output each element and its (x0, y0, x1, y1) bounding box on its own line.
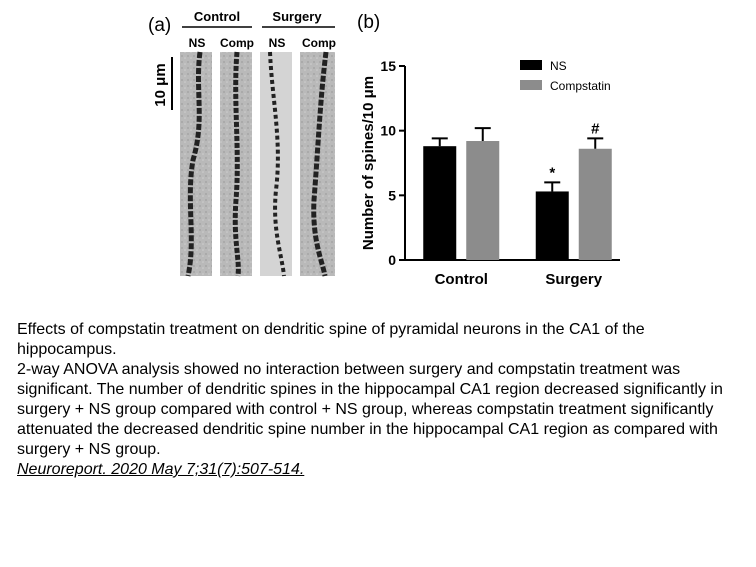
caption: Effects of compstatin treatment on dendr… (17, 320, 745, 480)
figure: (a) Control Surgery NS Comp NS Comp 10 μ… (148, 9, 620, 288)
micrographs (171, 26, 335, 277)
bar (535, 191, 569, 260)
significance-marker: # (591, 120, 600, 137)
y-tick-label: 5 (388, 187, 396, 203)
x-tick-label: Surgery (545, 271, 602, 288)
scale-bar-label: 10 μm (152, 63, 169, 106)
y-axis-label: Number of spines/10 μm (360, 76, 377, 250)
dendrite (268, 51, 286, 277)
bar (466, 141, 500, 260)
x-tick-label: Control (435, 271, 488, 288)
error-bar (544, 181, 561, 192)
error-bar (431, 137, 448, 147)
caption-body: 2-way ANOVA analysis showed no interacti… (17, 361, 723, 458)
error-bar (474, 127, 491, 142)
dendrite (185, 51, 203, 277)
column-label: NS (269, 36, 286, 50)
legend-swatch (520, 80, 542, 90)
citation: Neuroreport. 2020 May 7;31(7):507-514. (17, 461, 305, 478)
bar (423, 146, 457, 260)
y-tick-label: 15 (380, 58, 396, 74)
legend-label: Compstatin (550, 79, 611, 93)
group-label: Surgery (272, 9, 322, 24)
dendrite (311, 51, 329, 277)
panel-label: (a) (148, 15, 171, 36)
bar (578, 148, 612, 260)
significance-marker: * (549, 164, 555, 181)
group-label: Control (194, 9, 240, 24)
y-tick-label: 0 (388, 252, 396, 268)
column-label: Comp (302, 36, 336, 50)
column-label: NS (189, 36, 206, 50)
legend-swatch (520, 60, 542, 70)
column-label: Comp (220, 36, 254, 50)
micrograph (180, 52, 212, 276)
error-bar (587, 137, 604, 149)
y-tick-label: 10 (380, 123, 396, 139)
dendrite (232, 51, 241, 277)
caption-title: Effects of compstatin treatment on dendr… (17, 321, 645, 358)
panel-label: (b) (357, 12, 380, 33)
legend-label: NS (550, 59, 567, 73)
